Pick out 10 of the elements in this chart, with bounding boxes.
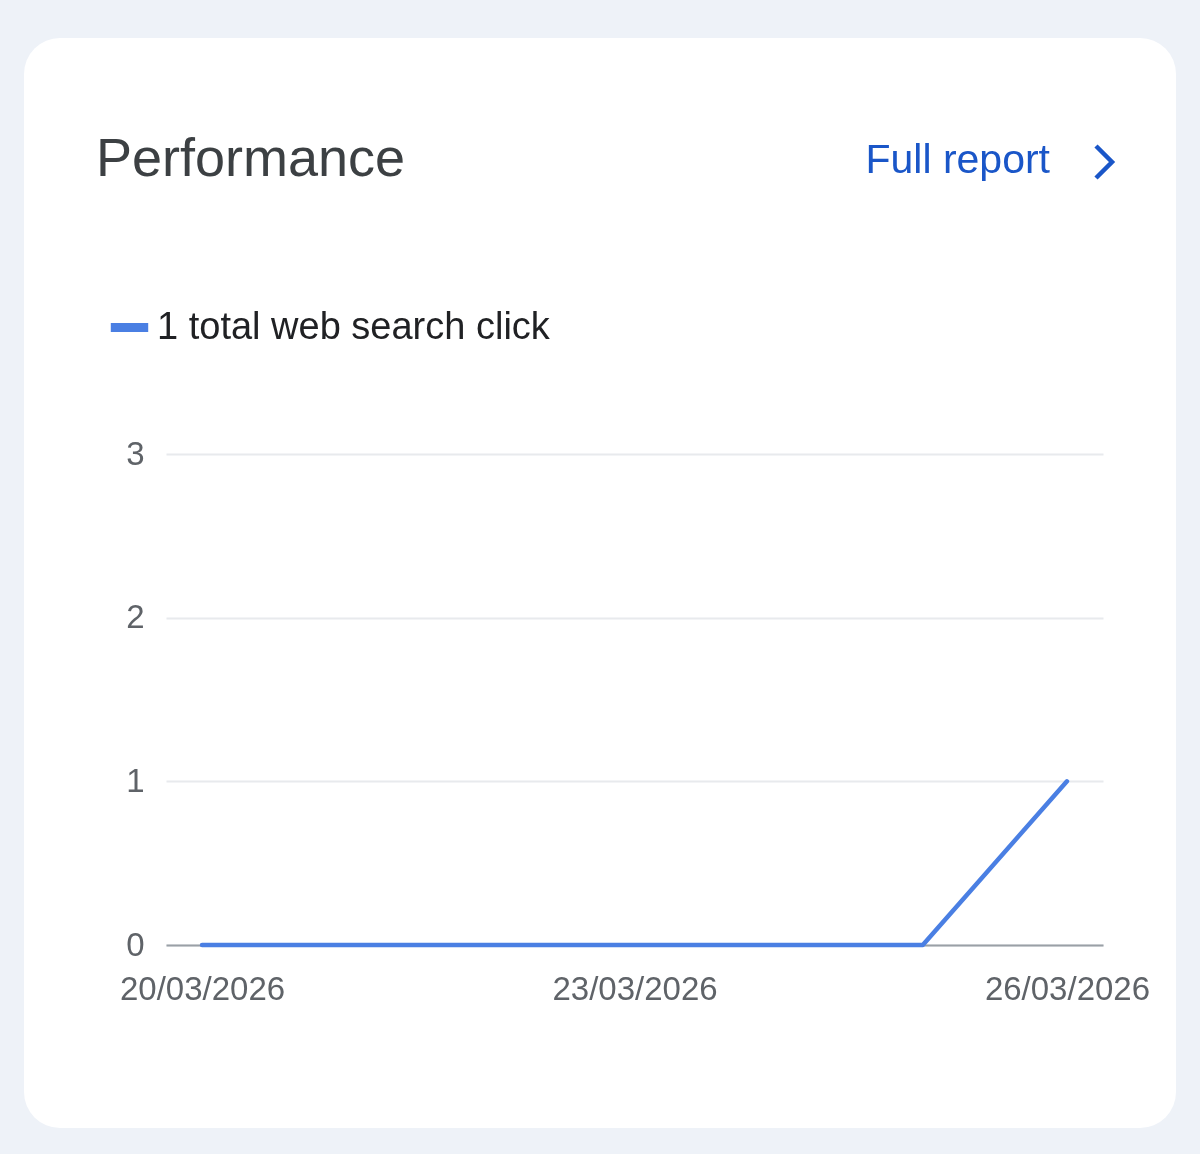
x-tick-label: 23/03/2026 (552, 969, 718, 1007)
chart-title: Performance (96, 126, 406, 188)
x-tick-label: 26/03/2026 (984, 969, 1151, 1007)
y-tick-label: 1 (126, 761, 145, 799)
x-tick-label: 20/03/2026 (119, 969, 286, 1007)
y-tick-label: 0 (126, 925, 145, 963)
y-tick-label: 2 (126, 598, 145, 636)
y-tick-label: 3 (126, 434, 145, 472)
legend-label: 1 total web search click (157, 304, 551, 347)
text: Full report (865, 136, 1050, 183)
